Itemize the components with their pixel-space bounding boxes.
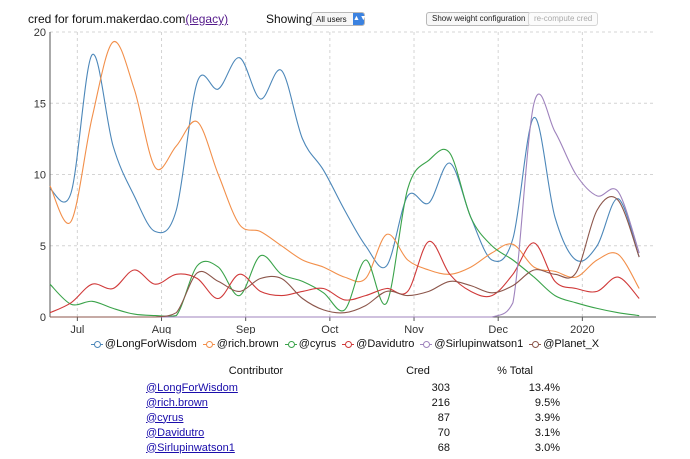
header: cred for forum.makerdao.com(legacy) Show… xyxy=(0,10,690,32)
table-row: @LongForWisdom 303 13.4% xyxy=(146,380,560,395)
contributor-link[interactable]: @Sirlupinwatson1 xyxy=(146,441,235,454)
cred-value: 303 xyxy=(431,381,450,394)
x-tick-label: Oct xyxy=(321,324,338,334)
user-filter-select[interactable]: All users ▲▼ xyxy=(311,12,367,26)
chart-series xyxy=(49,41,640,318)
percent-total-header: % Total xyxy=(497,365,533,377)
legend-item-rich-brown[interactable]: @rich.brown xyxy=(202,338,279,350)
percent-value: 3.1% xyxy=(534,426,560,439)
legacy-link[interactable]: (legacy) xyxy=(185,12,229,26)
user-filter-value: All users xyxy=(316,15,347,24)
series-line-davidutro xyxy=(49,240,640,314)
series-line-rich-brown xyxy=(49,41,640,289)
percent-value: 9.5% xyxy=(534,396,560,409)
legend-label: @LongForWisdom xyxy=(104,338,197,350)
x-tick-label: Dec xyxy=(488,324,508,334)
y-tick-label: 10 xyxy=(34,170,46,182)
legend-item-planet-x[interactable]: @Planet_X xyxy=(529,338,599,350)
x-tick-label: Aug xyxy=(152,324,172,334)
y-tick-label: 5 xyxy=(40,241,46,253)
y-tick-label: 15 xyxy=(34,98,46,110)
cred-chart: 0 5 10 15 20 Jul Aug Sep Oct Nov Dec 2020 xyxy=(34,27,656,334)
legend-item-davidutro[interactable]: @Davidutro xyxy=(342,338,414,350)
legend-marker xyxy=(529,340,542,349)
x-tick-label: Jul xyxy=(70,324,84,334)
legend-label: @Davidutro xyxy=(356,338,415,350)
legend-label: @Planet_X xyxy=(543,338,600,350)
contributor-header: Contributor xyxy=(228,365,284,377)
cred-header: Cred xyxy=(406,365,430,377)
showing-label: Showing: xyxy=(266,12,316,26)
table-row: @Sirlupinwatson1 68 3.0% xyxy=(146,440,560,455)
legend-label: @cyrus xyxy=(298,338,337,350)
cred-value: 87 xyxy=(437,411,450,424)
table-header-row: Contributor Cred % Total xyxy=(146,365,560,380)
table-row: @Davidutro 70 3.1% xyxy=(146,425,560,440)
contributor-link[interactable]: @rich.brown xyxy=(146,396,208,409)
legend-marker xyxy=(420,340,433,349)
chart-legend: @LongForWisdom @rich.brown @cyrus @Davidutr… xyxy=(0,338,690,354)
x-tick-label: Nov xyxy=(404,324,424,334)
legend-marker xyxy=(284,340,297,349)
y-tick-label: 0 xyxy=(40,312,46,324)
legend-item-sirlupinwatson1[interactable]: @Sirlupinwatson1 xyxy=(420,338,523,350)
legend-marker xyxy=(202,340,215,349)
legend-label: @rich.brown xyxy=(216,338,279,350)
contributor-table: Contributor Cred % Total @LongForWisdom … xyxy=(146,365,560,455)
title-prefix: cred for forum.makerdao.com xyxy=(28,12,186,26)
table-row: @rich.brown 216 9.5% xyxy=(146,395,560,410)
legend-item-cyrus[interactable]: @cyrus xyxy=(284,338,337,350)
recompute-cred-button[interactable]: re-compute cred xyxy=(528,12,599,26)
contributor-link[interactable]: @cyrus xyxy=(146,411,184,424)
legend-marker xyxy=(342,340,355,349)
y-tick-label: 20 xyxy=(34,27,46,39)
series-line-longforwisdom xyxy=(49,54,640,269)
cred-value: 70 xyxy=(437,426,450,439)
legend-label: @Sirlupinwatson1 xyxy=(434,338,524,350)
table-row: @cyrus 87 3.9% xyxy=(146,410,560,425)
percent-value: 13.4% xyxy=(528,381,560,394)
contributor-link[interactable]: @LongForWisdom xyxy=(146,381,238,394)
page-title: cred for forum.makerdao.com(legacy) xyxy=(28,12,228,26)
chevron-updown-icon: ▲▼ xyxy=(353,13,367,25)
percent-value: 3.0% xyxy=(534,441,560,454)
percent-value: 3.9% xyxy=(534,411,560,424)
chart-grid xyxy=(50,31,656,317)
x-tick-label: Sep xyxy=(236,324,256,334)
series-line-cyrus xyxy=(49,148,640,317)
contributor-link[interactable]: @Davidutro xyxy=(146,426,205,439)
legend-marker xyxy=(90,340,103,349)
x-tick-label: 2020 xyxy=(570,324,594,334)
legend-item-longforwisdom[interactable]: @LongForWisdom xyxy=(90,338,197,350)
series-line-planet-x xyxy=(49,196,640,318)
cred-value: 68 xyxy=(437,441,450,454)
cred-value: 216 xyxy=(431,396,450,409)
